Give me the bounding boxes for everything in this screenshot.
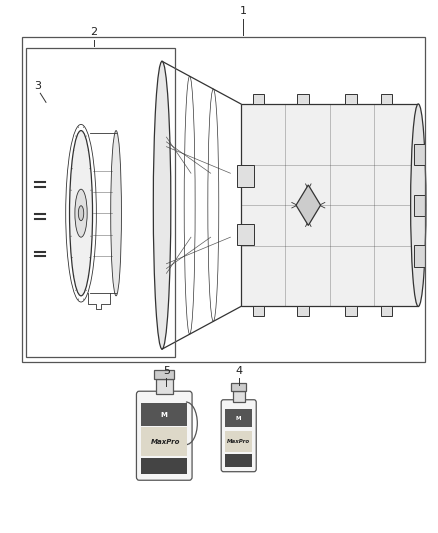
Bar	[156, 379, 173, 394]
Bar	[345, 306, 357, 316]
Text: 4: 4	[235, 366, 242, 376]
Bar	[253, 306, 265, 316]
Ellipse shape	[70, 131, 92, 296]
Bar	[231, 383, 246, 391]
Bar	[381, 306, 392, 316]
Bar	[141, 427, 187, 456]
Ellipse shape	[111, 131, 121, 296]
FancyBboxPatch shape	[221, 400, 256, 472]
Text: M: M	[161, 411, 168, 418]
Text: MaxPro: MaxPro	[227, 439, 250, 444]
Bar	[225, 409, 252, 427]
Ellipse shape	[75, 189, 87, 237]
Bar	[154, 370, 174, 379]
Bar	[233, 391, 245, 402]
Bar	[225, 431, 252, 453]
Bar	[297, 306, 309, 316]
Bar	[414, 144, 425, 165]
Bar	[237, 165, 254, 187]
Text: 1: 1	[240, 6, 247, 16]
Bar	[253, 94, 265, 104]
Bar	[225, 454, 252, 467]
Bar	[237, 224, 254, 245]
FancyBboxPatch shape	[137, 391, 192, 480]
Polygon shape	[296, 185, 321, 225]
Bar	[141, 458, 187, 474]
Bar	[26, 48, 175, 357]
Ellipse shape	[410, 104, 426, 306]
Text: 3: 3	[34, 80, 41, 91]
Ellipse shape	[153, 61, 171, 349]
Bar	[241, 104, 418, 306]
Bar	[381, 94, 392, 104]
Ellipse shape	[78, 206, 84, 221]
Text: MaxPro: MaxPro	[151, 439, 180, 445]
Bar	[141, 403, 187, 426]
Text: 2: 2	[91, 27, 98, 37]
Bar	[297, 94, 309, 104]
Bar	[414, 195, 425, 216]
Text: M: M	[236, 416, 241, 421]
Bar	[414, 245, 425, 266]
Bar	[22, 37, 425, 362]
Text: 5: 5	[163, 366, 170, 376]
Bar	[345, 94, 357, 104]
